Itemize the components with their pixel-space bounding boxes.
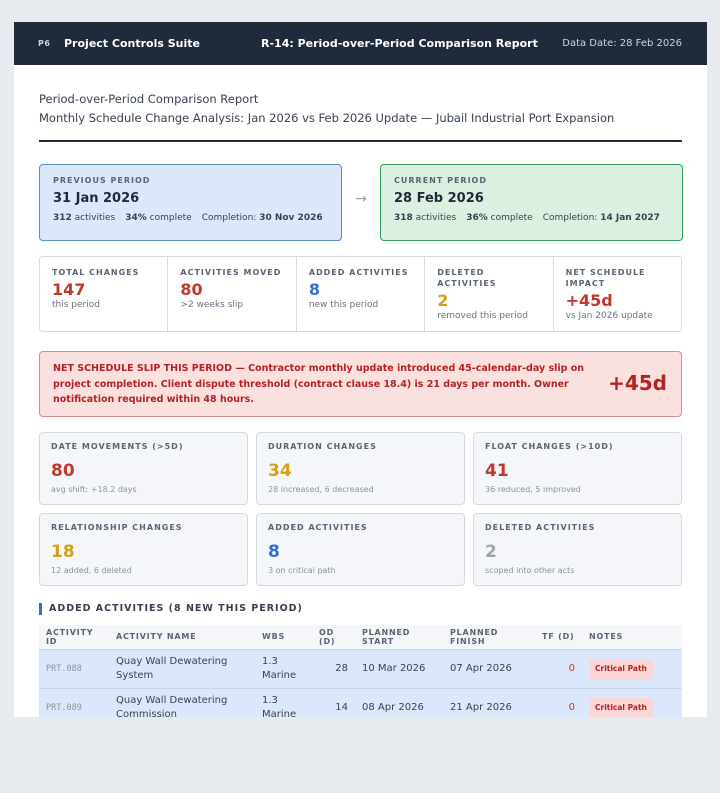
summary-value: +45d	[565, 291, 613, 310]
activity-od: 28	[335, 662, 348, 674]
period-stats: 318 activities 36% complete Completion: 14…	[394, 213, 660, 223]
summary-cell: DELETED ACTIVITIES 2 removed this period	[425, 257, 554, 331]
metric-value: 8	[268, 542, 280, 562]
metric-card[interactable]: ADDED ACTIVITIES 8 3 on critical path	[256, 513, 465, 586]
metric-card[interactable]: FLOAT CHANGES (>10D) 41 36 reduced, 5 im…	[473, 432, 682, 505]
app-name[interactable]: Project Controls Suite	[64, 37, 200, 50]
previous-period-card: PREVIOUS PERIOD 31 Jan 2026 312 activiti…	[39, 164, 342, 241]
period-date: 31 Jan 2026	[53, 191, 140, 206]
summary-cell: NET SCHEDULE IMPACT +45d vs Jan 2026 upd…	[554, 257, 681, 331]
top-bar: P6 Project Controls Suite R-14: Period-o…	[14, 22, 707, 65]
metric-value: 34	[268, 461, 292, 481]
column-header[interactable]: PLANNED START	[362, 627, 411, 646]
current-period-card: CURRENT PERIOD 28 Feb 2026 318 activitie…	[380, 164, 683, 241]
activity-id: PRT.088	[46, 663, 82, 674]
summary-cell: ADDED ACTIVITIES 8 new this period	[297, 257, 426, 331]
period-date: 28 Feb 2026	[394, 191, 484, 206]
planned-finish: 21 Apr 2026	[450, 701, 512, 713]
summary-strip: TOTAL CHANGES 147 this period ACTIVITIES…	[39, 256, 682, 332]
column-header[interactable]: OD (D)	[319, 627, 336, 646]
activity-od: 14	[335, 701, 348, 713]
planned-start: 10 Mar 2026	[362, 662, 426, 674]
report-title: R-14: Period-over-Period Comparison Repo…	[261, 37, 538, 50]
report-page: P6 Project Controls Suite R-14: Period-o…	[14, 22, 707, 717]
page-title: Period-over-Period Comparison Report	[39, 92, 259, 106]
added-activities-table: ACTIVITY ID ACTIVITY NAME WBS OD (D) PLA…	[39, 625, 682, 717]
activity-wbs: 1.3 Marine	[262, 655, 297, 681]
summary-value: 80	[180, 280, 203, 299]
activity-name: Quay Wall Dewatering Commission	[116, 694, 228, 717]
activity-id: PRT.089	[46, 702, 82, 713]
app-logo-icon: P6	[38, 39, 51, 48]
critical-path-badge: Critical Path	[589, 697, 653, 717]
period-comparison: PREVIOUS PERIOD 31 Jan 2026 312 activiti…	[39, 164, 683, 241]
summary-value: 8	[308, 280, 320, 299]
column-header[interactable]: TF (D)	[542, 632, 575, 642]
alert-value: +45d	[608, 371, 667, 395]
summary-cell: ACTIVITIES MOVED 80 >2 weeks slip	[168, 257, 297, 331]
critical-path-badge: Critical Path	[589, 658, 653, 679]
metric-card[interactable]: DURATION CHANGES 34 28 increased, 6 decr…	[256, 432, 465, 505]
activity-wbs: 1.3 Marine	[262, 694, 297, 717]
metric-value: 80	[51, 461, 75, 481]
total-float: 0	[568, 662, 575, 674]
header-divider	[39, 140, 682, 142]
period-label: PREVIOUS PERIOD	[53, 176, 151, 185]
metric-card[interactable]: DELETED ACTIVITIES 2 scoped into other a…	[473, 513, 682, 586]
column-header[interactable]: ACTIVITY ID	[46, 627, 94, 646]
metric-card[interactable]: DATE MOVEMENTS (>5D) 80 avg shift: +18.2…	[39, 432, 248, 505]
metrics-grid: DATE MOVEMENTS (>5D) 80 avg shift: +18.2…	[39, 432, 682, 586]
metric-value: 41	[485, 461, 509, 481]
activity-name: Quay Wall Dewatering System	[116, 655, 228, 681]
column-header[interactable]: ACTIVITY NAME	[116, 632, 197, 642]
metric-value: 18	[51, 542, 75, 562]
period-stats: 312 activities 34% complete Completion: 30…	[53, 213, 323, 223]
data-date: Data Date: 28 Feb 2026	[562, 38, 682, 49]
metric-value: 2	[485, 542, 497, 562]
added-activities-heading: ADDED ACTIVITIES (8 NEW THIS PERIOD)	[39, 603, 682, 615]
page-subtitle: Monthly Schedule Change Analysis: Jan 20…	[39, 111, 615, 125]
table-row[interactable]: PRT.088 Quay Wall Dewatering System 1.3 …	[39, 649, 682, 688]
planned-finish: 07 Apr 2026	[450, 662, 512, 674]
table-row[interactable]: PRT.089 Quay Wall Dewatering Commission …	[39, 688, 682, 717]
alert-text: NET SCHEDULE SLIP THIS PERIOD — Contract…	[53, 363, 585, 405]
column-header[interactable]: PLANNED FINISH	[450, 627, 499, 646]
summary-value: 147	[52, 280, 86, 299]
arrow-right-icon: →	[355, 191, 367, 207]
total-float: 0	[568, 701, 575, 713]
planned-start: 08 Apr 2026	[362, 701, 424, 713]
summary-cell: TOTAL CHANGES 147 this period	[40, 257, 169, 331]
table-header-row: ACTIVITY ID ACTIVITY NAME WBS OD (D) PLA…	[39, 625, 682, 649]
schedule-slip-alert: NET SCHEDULE SLIP THIS PERIOD — Contract…	[39, 351, 682, 417]
period-label: CURRENT PERIOD	[394, 176, 487, 185]
column-header[interactable]: NOTES	[589, 632, 624, 642]
column-header[interactable]: WBS	[262, 632, 286, 642]
summary-value: 2	[437, 291, 449, 310]
metric-card[interactable]: RELATIONSHIP CHANGES 18 12 added, 6 dele…	[39, 513, 248, 586]
